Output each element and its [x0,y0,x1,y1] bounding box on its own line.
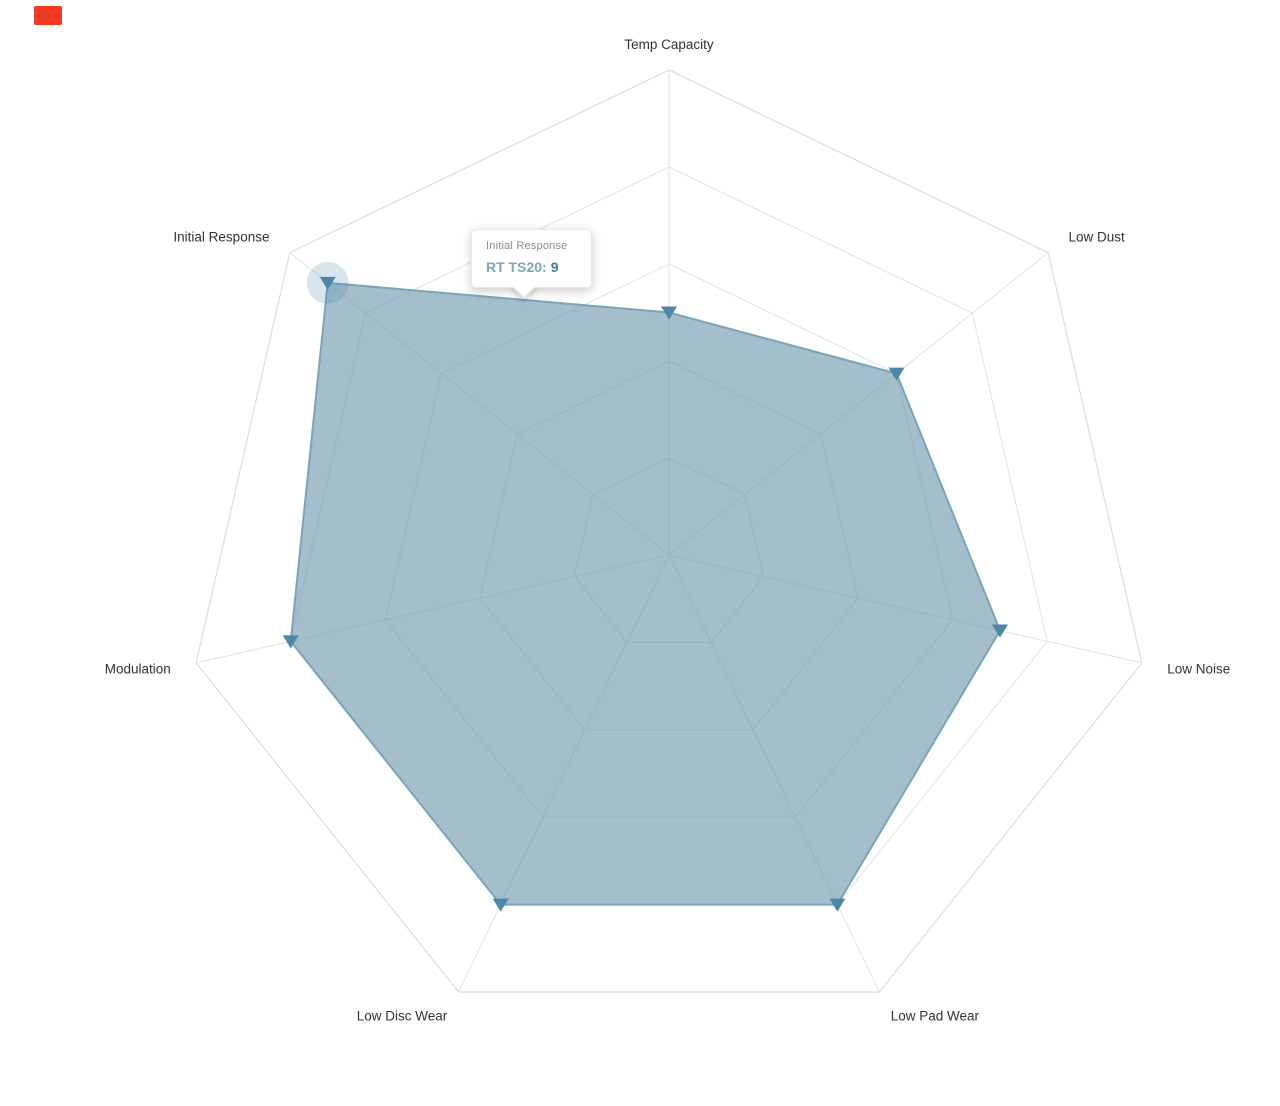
data-point-low-noise[interactable] [991,624,1008,638]
axis-label-low-pad-wear: Low Pad Wear [891,1008,980,1023]
axis-label-temp-capacity: Temp Capacity [624,37,714,52]
tooltip-value: 9 [550,259,559,275]
axis-label-initial-response: Initial Response [173,229,269,244]
record-indicator [34,6,62,25]
series-area-rt-ts20[interactable] [289,281,1001,906]
data-point-temp-capacity[interactable] [661,306,677,320]
data-point-low-dust[interactable] [888,367,905,381]
axis-label-low-dust: Low Dust [1069,229,1126,244]
grid-ring-level-10 [195,69,1143,993]
data-point-initial-response[interactable] [319,276,336,290]
axis-label-modulation: Modulation [105,662,171,677]
axis-label-low-noise: Low Noise [1167,662,1230,677]
tooltip-value-line: RT TS20: 9 [486,259,579,275]
tooltip: Initial Response RT TS20: 9 [471,229,592,299]
tooltip-axis-title: Initial Response [486,240,568,252]
data-point-modulation[interactable] [282,635,299,649]
data-point-low-disc-wear[interactable] [492,898,509,912]
data-point-low-pad-wear[interactable] [829,898,846,912]
axis-label-low-disc-wear: Low Disc Wear [357,1008,448,1023]
tooltip-series-label: RT TS20: [486,259,547,275]
